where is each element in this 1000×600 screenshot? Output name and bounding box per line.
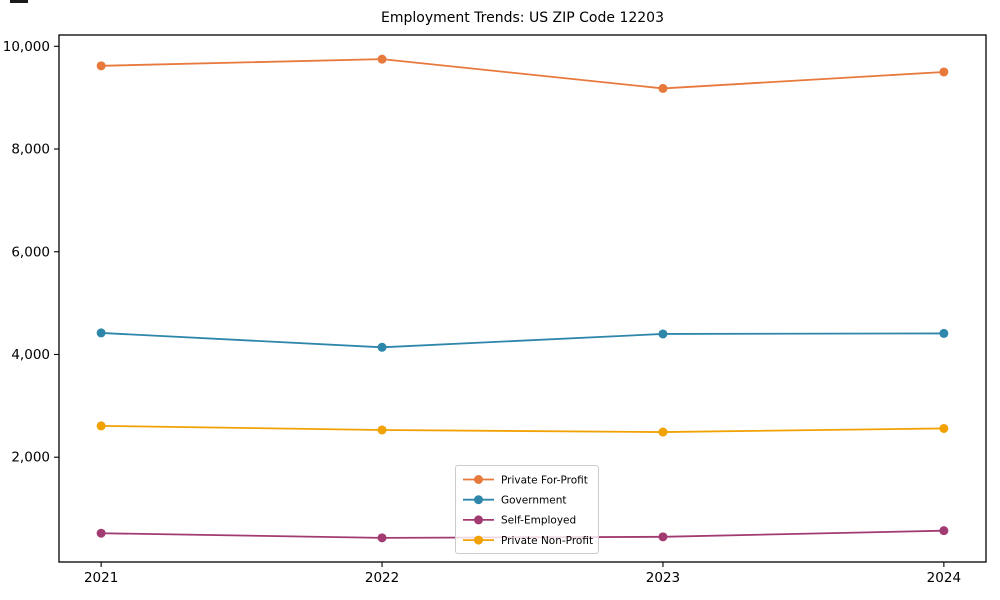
legend-label: Government [501,495,566,507]
series-line-government [101,332,944,349]
x-tick-label: 2021 [84,570,118,586]
legend-box [455,465,599,554]
data-point-private-for-profit [96,61,106,71]
y-tick-label: 10,000 [3,39,50,55]
legend-label: Private Non-Profit [501,535,593,547]
y-tick-label: 8,000 [11,142,50,158]
data-point-self-employed [658,532,668,542]
legend-swatch-marker [474,515,483,525]
chart-title: Employment Trends: US ZIP Code 12203 [381,10,664,26]
data-point-government [377,342,387,352]
legend-label: Private For-Profit [501,474,588,486]
legend-label: Self-Employed [501,515,576,527]
series-line-private-non-profit [101,424,944,433]
plot-border [58,34,987,563]
screenshot-artifact [10,0,28,3]
data-point-private-for-profit [377,54,387,64]
x-tick-label: 2024 [927,570,961,586]
data-point-self-employed [377,533,387,543]
data-point-private-for-profit [658,83,668,93]
series-line-private-for-profit [101,58,944,90]
y-tick-label: 4,000 [11,347,50,363]
legend-swatch-marker [474,535,483,545]
data-point-private-non-profit [377,425,387,435]
legend-swatch-marker [474,475,483,484]
data-point-private-non-profit [96,421,106,431]
data-point-self-employed [939,526,949,536]
data-point-government [939,328,949,338]
data-point-government [658,329,668,339]
y-tick-label: 6,000 [11,244,50,260]
data-point-private-non-profit [658,427,668,437]
legend-swatch-marker [474,495,483,505]
data-point-private-non-profit [939,423,949,433]
x-tick-label: 2023 [646,570,680,586]
y-tick-label: 2,000 [11,450,50,466]
data-point-private-for-profit [939,67,949,77]
x-tick-label: 2022 [365,570,399,586]
data-point-government [96,328,106,338]
data-point-self-employed [96,528,106,538]
